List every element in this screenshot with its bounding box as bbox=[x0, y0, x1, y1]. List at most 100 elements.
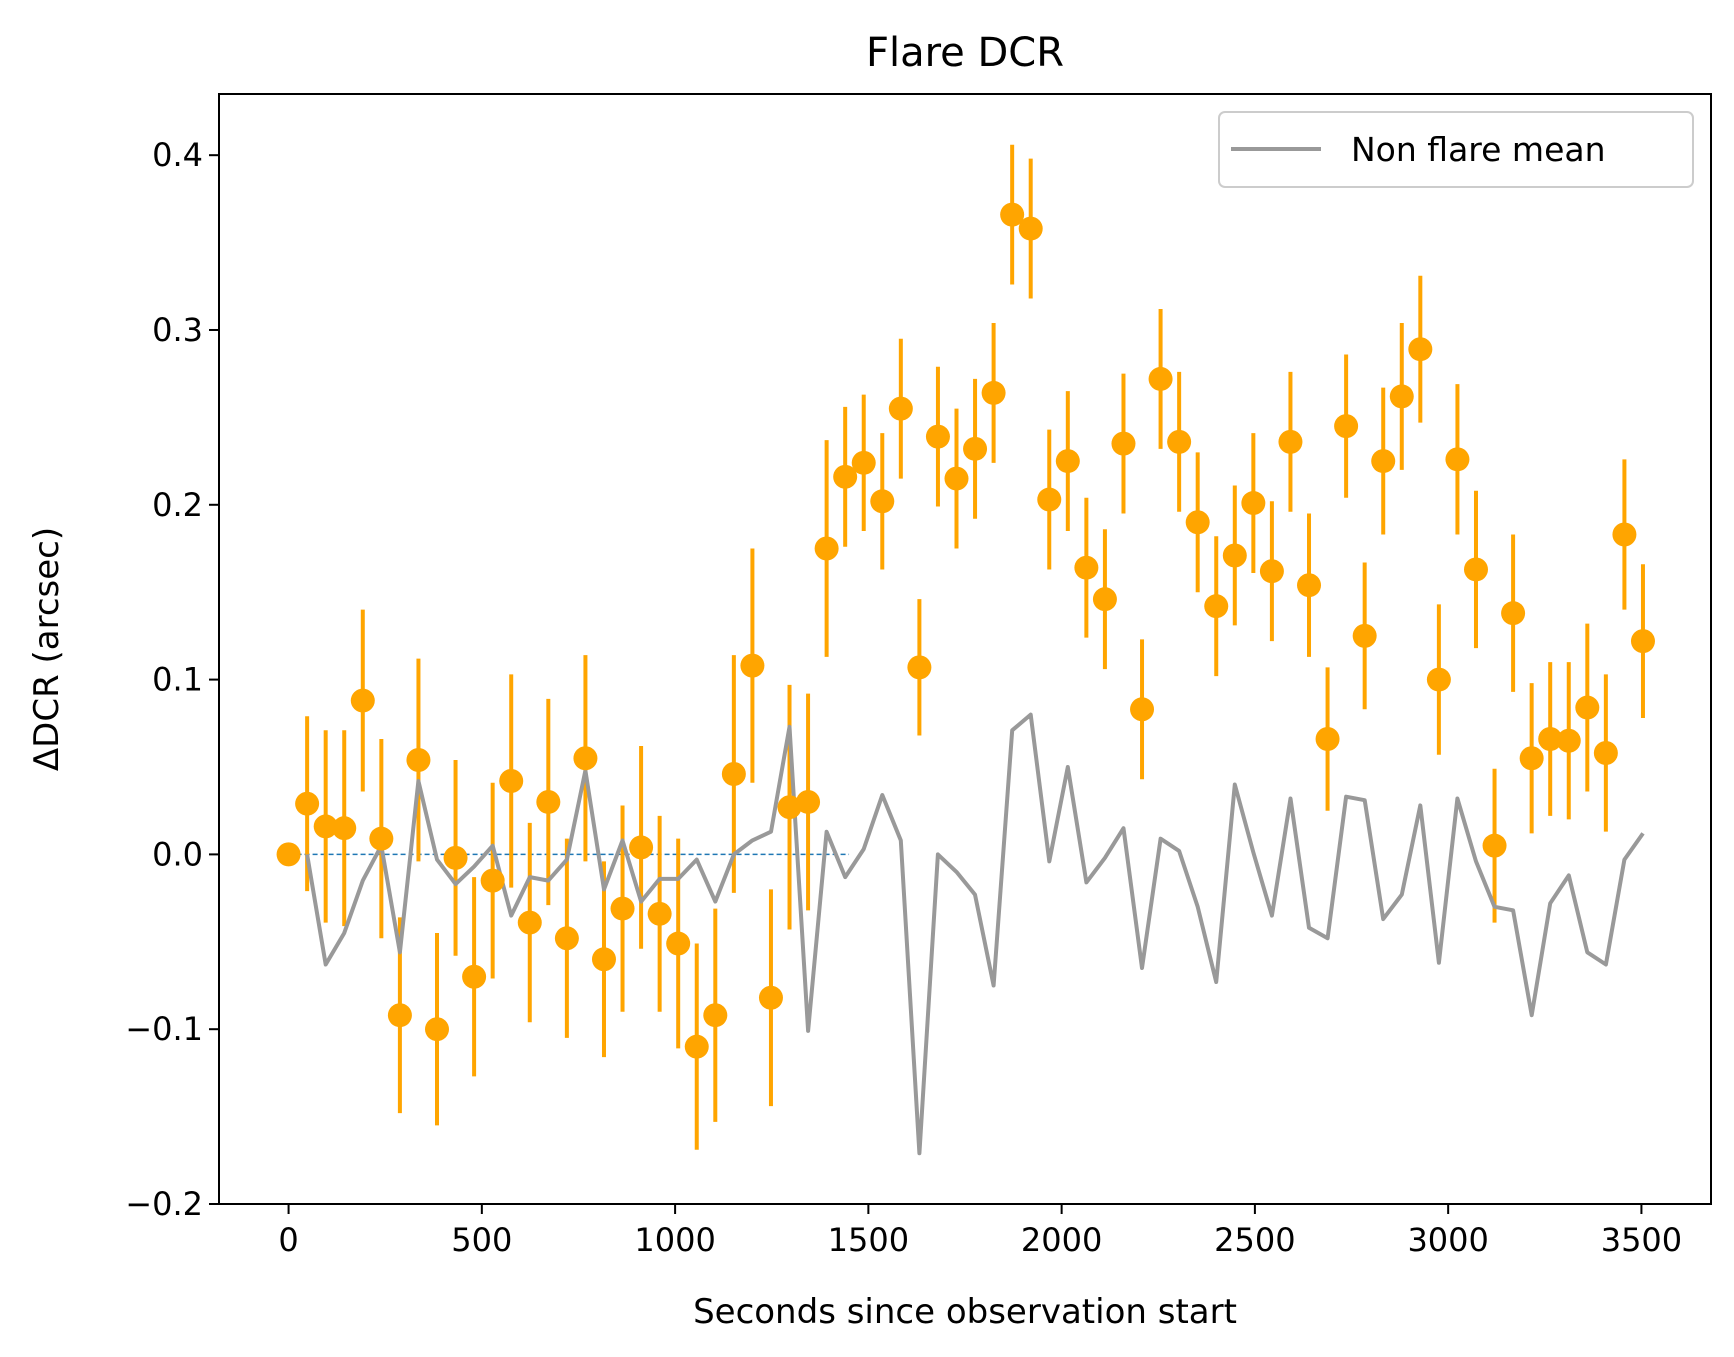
data-point bbox=[925, 424, 950, 449]
data-point bbox=[1167, 429, 1192, 454]
x-tick-label: 3500 bbox=[1601, 1221, 1682, 1259]
x-tick-label: 3000 bbox=[1407, 1221, 1488, 1259]
plot-area bbox=[276, 144, 1655, 1156]
data-point bbox=[1315, 727, 1340, 752]
data-point bbox=[332, 816, 357, 841]
y-tick-label: −0.2 bbox=[125, 1185, 203, 1223]
x-tick-label: 2000 bbox=[1021, 1221, 1102, 1259]
axes-frame bbox=[218, 93, 1712, 1205]
data-point bbox=[443, 845, 468, 870]
data-point bbox=[981, 380, 1006, 405]
data-point bbox=[1297, 573, 1322, 598]
data-point bbox=[276, 842, 301, 867]
legend-box bbox=[1218, 111, 1694, 188]
data-point bbox=[944, 466, 969, 491]
data-point bbox=[387, 1003, 412, 1028]
data-point bbox=[369, 826, 394, 851]
y-tick-label: 0.0 bbox=[152, 835, 203, 873]
data-point bbox=[1185, 510, 1210, 535]
data-point bbox=[1352, 623, 1377, 648]
data-point bbox=[406, 748, 431, 772]
data-point bbox=[350, 688, 375, 713]
y-tick-label: 0.3 bbox=[152, 311, 203, 349]
y-tick-label: 0.4 bbox=[152, 136, 203, 174]
x-tick-label: 2500 bbox=[1214, 1221, 1295, 1259]
data-point bbox=[1000, 202, 1025, 227]
data-point bbox=[554, 926, 579, 951]
data-point bbox=[1018, 216, 1043, 241]
data-point bbox=[499, 768, 524, 793]
chart-title: Flare DCR bbox=[866, 30, 1064, 76]
data-point bbox=[1334, 414, 1359, 439]
data-point bbox=[313, 814, 338, 839]
data-point bbox=[1630, 629, 1655, 654]
data-point bbox=[1092, 587, 1117, 612]
data-point bbox=[777, 795, 802, 820]
data-point bbox=[1538, 727, 1563, 752]
data-point bbox=[666, 931, 691, 956]
data-point bbox=[1593, 741, 1618, 766]
data-point bbox=[1111, 431, 1136, 456]
data-point bbox=[703, 1003, 728, 1028]
x-tick-label: 0 bbox=[278, 1221, 298, 1259]
x-axis-label: Seconds since observation start bbox=[693, 1292, 1237, 1332]
y-tick-label: 0.1 bbox=[152, 661, 203, 699]
data-point bbox=[1371, 449, 1396, 474]
data-point bbox=[851, 450, 876, 475]
data-point bbox=[1426, 667, 1451, 692]
data-point bbox=[295, 791, 320, 816]
data-point bbox=[740, 653, 765, 678]
legend-label: Non flare mean bbox=[1351, 130, 1606, 169]
data-point bbox=[573, 746, 598, 771]
data-point bbox=[1519, 746, 1544, 771]
data-point bbox=[907, 655, 932, 680]
data-point bbox=[1148, 366, 1173, 391]
data-point bbox=[610, 896, 635, 921]
y-tick-label: 0.2 bbox=[152, 486, 203, 524]
data-point bbox=[1074, 555, 1099, 580]
x-tick-label: 1500 bbox=[828, 1221, 909, 1259]
data-point bbox=[1055, 449, 1080, 474]
data-point bbox=[647, 901, 672, 926]
legend: Non flare mean bbox=[1218, 111, 1694, 188]
data-point bbox=[1408, 337, 1433, 362]
data-point bbox=[684, 1034, 709, 1059]
data-point bbox=[1222, 543, 1247, 568]
data-point bbox=[796, 789, 821, 814]
x-tick-label: 500 bbox=[451, 1221, 512, 1259]
non-flare-mean-line bbox=[305, 712, 1645, 1156]
data-point bbox=[870, 489, 895, 514]
data-point bbox=[888, 396, 913, 421]
data-point bbox=[1037, 487, 1062, 512]
data-point bbox=[1482, 833, 1507, 858]
x-tick-label: 1000 bbox=[634, 1221, 715, 1259]
data-point bbox=[1204, 594, 1229, 619]
data-point bbox=[425, 1017, 450, 1042]
data-point bbox=[1259, 559, 1284, 584]
data-point bbox=[536, 789, 561, 814]
y-tick-label: −0.1 bbox=[125, 1010, 203, 1048]
data-point bbox=[1389, 384, 1414, 409]
data-point bbox=[1501, 601, 1526, 626]
data-point bbox=[480, 868, 505, 893]
data-point bbox=[833, 464, 858, 489]
data-point bbox=[629, 835, 654, 860]
data-point bbox=[1556, 728, 1581, 753]
data-point bbox=[721, 761, 746, 786]
data-point bbox=[1612, 522, 1637, 547]
data-point bbox=[1463, 557, 1488, 582]
data-point bbox=[758, 985, 783, 1010]
data-point bbox=[963, 436, 988, 461]
data-point bbox=[462, 964, 487, 989]
y-axis-label: ΔDCR (arcsec) bbox=[27, 527, 67, 771]
data-point bbox=[1130, 697, 1155, 722]
data-point bbox=[1278, 429, 1303, 454]
data-point bbox=[814, 536, 839, 561]
data-point bbox=[591, 947, 616, 972]
data-point bbox=[1241, 491, 1266, 516]
data-point bbox=[1445, 447, 1470, 472]
data-point bbox=[1575, 695, 1600, 720]
axis-ticks: 0 500 1000 1500 2000 2500 3000 3500 −0.2 −0.1 0.0 0… bbox=[125, 136, 1682, 1259]
data-point bbox=[517, 910, 542, 935]
